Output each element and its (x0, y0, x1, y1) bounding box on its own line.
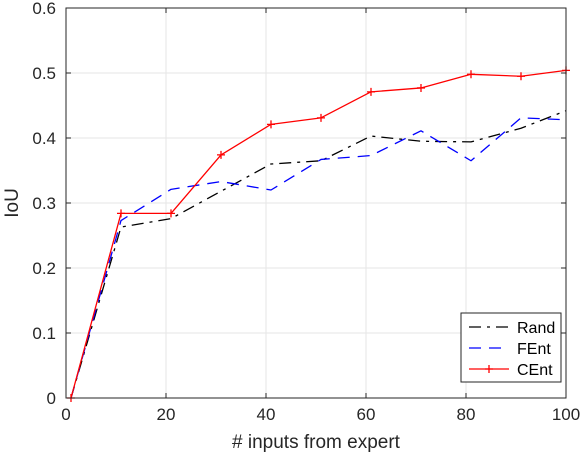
y-tick-label: 0.1 (32, 324, 56, 343)
y-axis-label: IoU (2, 188, 23, 218)
legend-label: CEnt (517, 362, 553, 379)
x-tick-label: 60 (357, 405, 376, 424)
y-tick-label: 0 (47, 389, 56, 408)
legend-label: FEnt (517, 341, 551, 358)
x-tick-label: 100 (552, 405, 580, 424)
legend-item-fent: FEnt (469, 341, 551, 358)
y-tick-label: 0.5 (32, 64, 56, 83)
x-axis-label: # inputs from expert (232, 432, 401, 453)
data-point (517, 72, 525, 81)
series-fent (70, 117, 567, 399)
data-point (167, 209, 175, 218)
y-tick-label: 0.6 (32, 0, 56, 18)
data-point (467, 70, 475, 79)
data-point (117, 209, 125, 218)
series-group (67, 66, 570, 402)
data-point (217, 150, 225, 159)
grid (65, 7, 567, 399)
legend-item-rand: Rand (469, 320, 555, 337)
x-tick-label: 0 (61, 405, 70, 424)
data-point (367, 87, 375, 96)
legend-item-cent: CEnt (469, 362, 553, 379)
x-tick-label: 20 (157, 405, 176, 424)
data-point (317, 113, 325, 122)
y-tick-label: 0.2 (32, 259, 56, 278)
legend-marker (485, 365, 493, 373)
x-tick-label: 80 (457, 405, 476, 424)
y-tick-label: 0.3 (32, 194, 56, 213)
ticks: 0 20 40 60 80 100 0 0.1 0.2 0.3 0.4 0.5 0.6 (32, 0, 580, 424)
data-point (417, 83, 425, 92)
legend: Rand FEnt CEnt (460, 312, 562, 383)
legend-label: Rand (517, 320, 555, 337)
data-point (267, 120, 275, 129)
y-tick-label: 0.4 (32, 129, 56, 148)
x-tick-label: 40 (257, 405, 276, 424)
